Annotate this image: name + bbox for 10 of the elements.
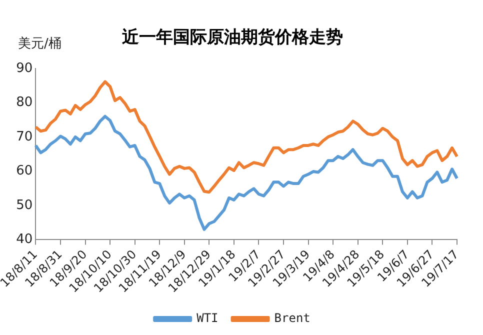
legend-label: WTI <box>196 311 218 326</box>
legend-label: Brent <box>274 311 310 326</box>
y-tick-label: 50 <box>16 198 33 213</box>
y-tick-label: 40 <box>16 232 33 248</box>
y-axis-title: 美元/桶 <box>18 35 62 52</box>
chart-title: 近一年国际原油期货价格走势 <box>121 28 343 48</box>
y-tick-label: 70 <box>16 129 33 144</box>
y-tick-label: 90 <box>16 60 33 76</box>
y-tick-label: 80 <box>16 95 33 110</box>
y-tick-label: 60 <box>16 164 33 179</box>
